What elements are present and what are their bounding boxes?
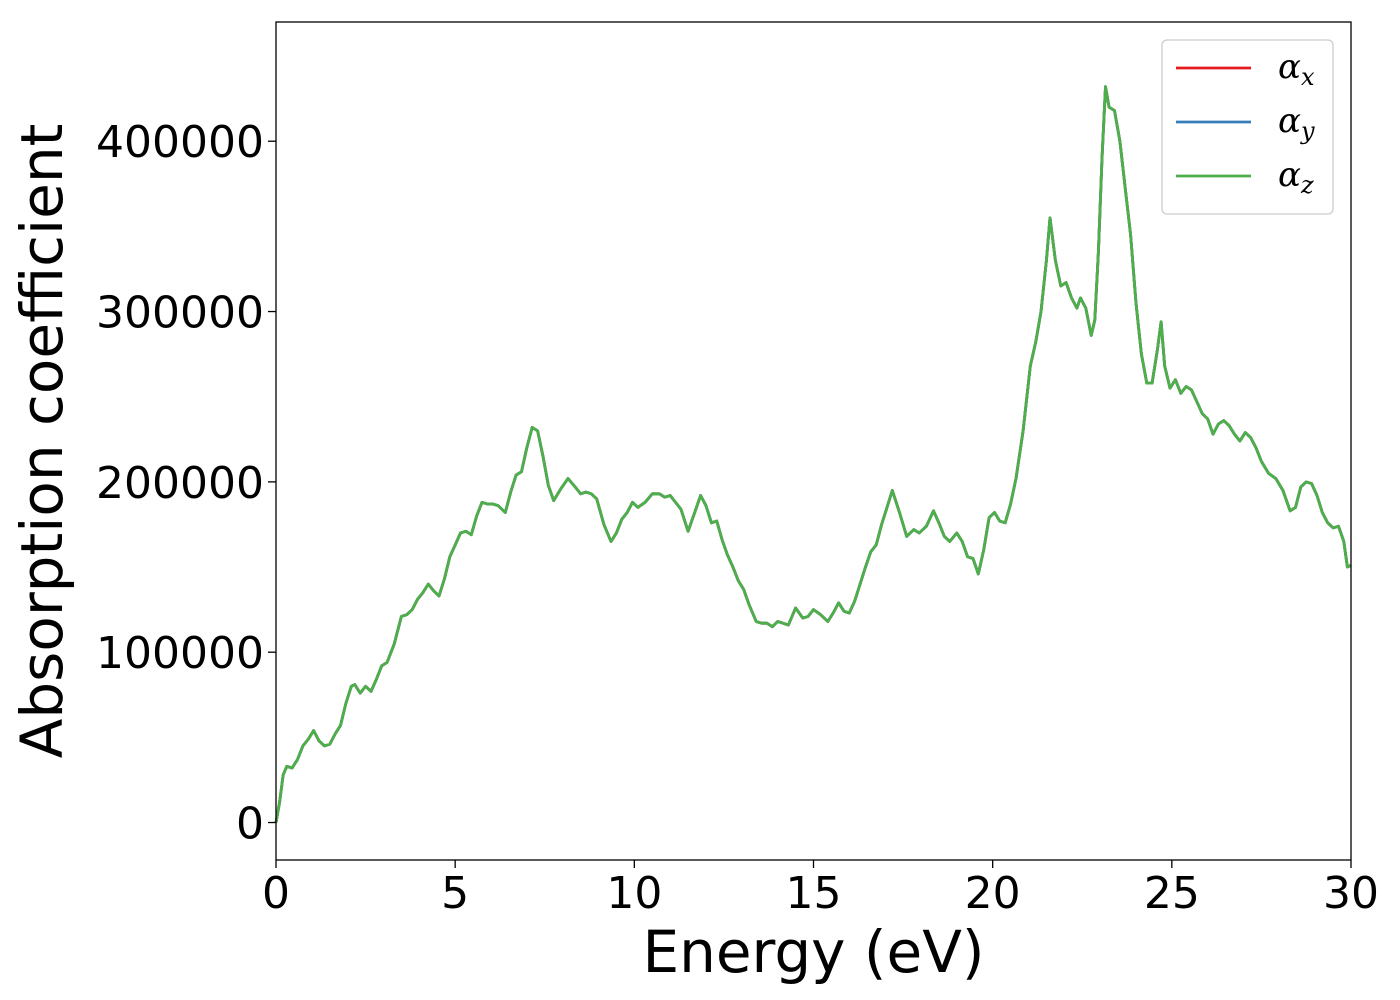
x-tick-label: 0: [262, 868, 290, 919]
x-axis-ticks: 0 5 10 15 20 25 30: [262, 860, 1379, 919]
series-layer: [274, 85, 1352, 823]
legend-label-alpha-y: αy: [1278, 101, 1315, 145]
x-tick-label: 15: [786, 868, 842, 919]
y-tick-label: 100000: [96, 628, 264, 679]
x-tick-label: 20: [965, 868, 1021, 919]
y-tick-label: 200000: [96, 458, 264, 509]
x-tick-label: 25: [1144, 868, 1200, 919]
y-tick-label: 400000: [96, 117, 264, 168]
y-axis-ticks: 0 100000 200000 300000 400000: [96, 117, 276, 850]
legend-box: [1161, 39, 1334, 215]
y-tick-label: 300000: [96, 288, 264, 339]
legend: αx αy αz: [1161, 39, 1334, 215]
legend-label-alpha-z: αz: [1278, 155, 1314, 199]
x-axis-label: Energy (eV): [642, 918, 984, 986]
x-tick-label: 30: [1323, 868, 1379, 919]
y-tick-label: 0: [236, 799, 264, 850]
y-axis-label: Absorption coefficient: [8, 124, 76, 759]
x-tick-label: 5: [441, 868, 469, 919]
series-line-alpha-z: [274, 85, 1352, 823]
x-tick-label: 10: [606, 868, 662, 919]
legend-label-alpha-x: αx: [1278, 47, 1315, 91]
